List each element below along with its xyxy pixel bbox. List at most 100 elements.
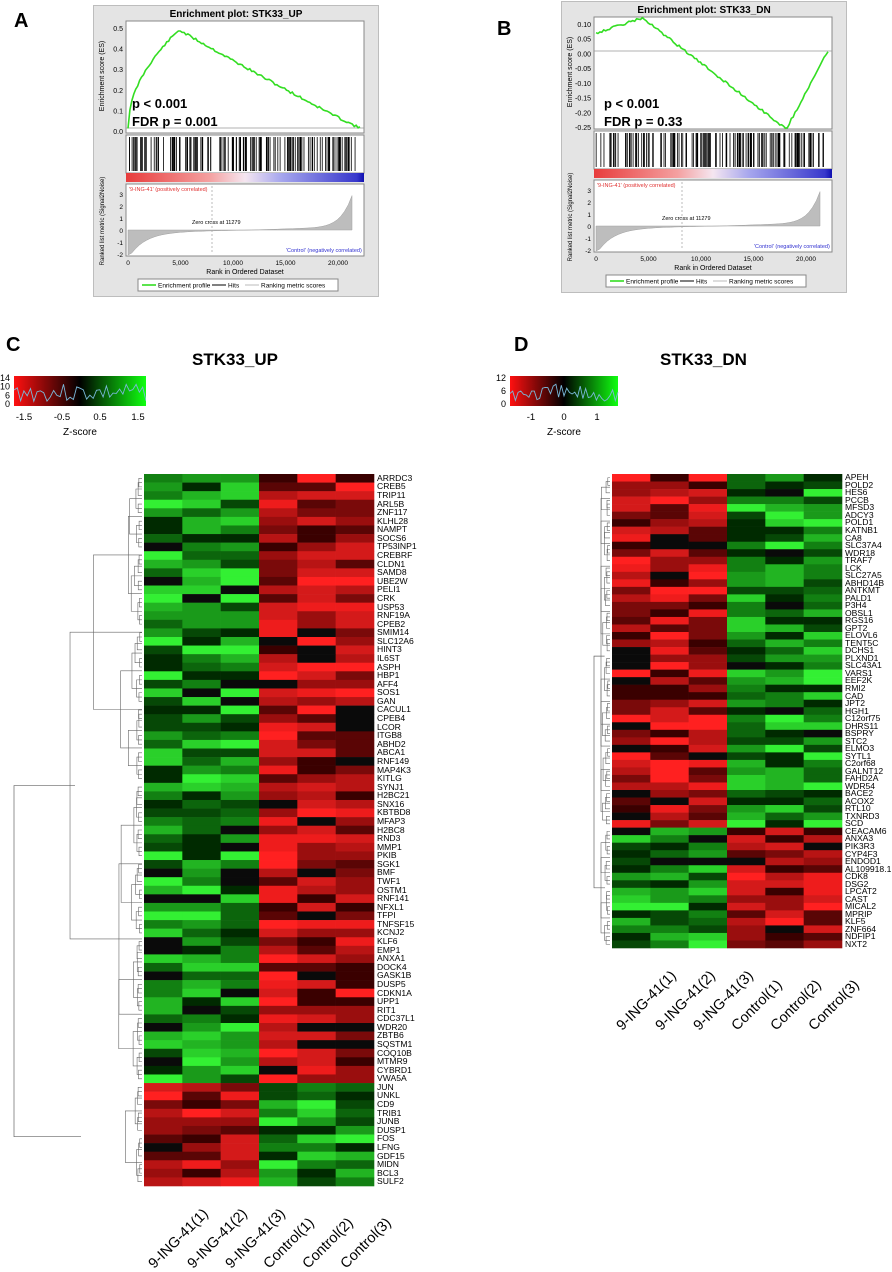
heatmap-cell xyxy=(182,594,221,603)
heatmap-cell xyxy=(727,797,766,806)
heatmap-cell xyxy=(803,677,843,685)
heatmap-cell xyxy=(727,872,766,881)
heatmap-cell xyxy=(765,481,804,490)
heatmap-cell xyxy=(220,1048,260,1058)
heatmap-cell xyxy=(220,791,260,801)
heatmap-cell xyxy=(727,925,766,934)
heatmap-cell xyxy=(297,671,336,681)
heatmap-cell xyxy=(727,489,766,497)
heatmap-cell xyxy=(803,729,843,738)
heatmap-cell xyxy=(727,564,766,573)
heatmap-cell xyxy=(612,579,651,588)
gene-label: DUSP1 xyxy=(377,1124,406,1135)
heatmap-cell xyxy=(765,910,804,919)
gene-label: RND3 xyxy=(377,833,401,844)
gene-label: PLXND1 xyxy=(845,652,879,663)
gene-label: SOS1 xyxy=(377,687,400,698)
heatmap-cell xyxy=(688,910,728,919)
es-axis-label: Enrichment score (ES) xyxy=(567,37,574,107)
gsea-title-a: Enrichment plot: STK33_UP xyxy=(169,9,303,20)
heatmap-cell xyxy=(259,482,298,492)
heatmap-cell xyxy=(765,669,804,678)
heatmap-cell xyxy=(688,684,728,693)
gene-label: UBE2W xyxy=(377,575,408,586)
heatmap-cell xyxy=(688,707,728,716)
heatmap-cell xyxy=(765,820,804,828)
dendrogram-branch xyxy=(137,1022,142,1041)
gene-label: UNKL xyxy=(377,1090,400,1101)
heatmap-cell xyxy=(650,541,689,550)
heatmap-cell xyxy=(297,525,336,535)
gene-label: KLHL28 xyxy=(377,515,409,526)
dendrogram-branch xyxy=(606,891,610,900)
rank-tick-label: 1 xyxy=(587,212,591,219)
heatmap-cell xyxy=(727,594,766,603)
zscore-color-bar xyxy=(510,376,618,406)
gene-label: CDK8 xyxy=(845,871,868,881)
legend-entry: Hits xyxy=(696,279,708,286)
dendrogram-branch xyxy=(133,961,142,998)
dendrogram-branch xyxy=(139,632,142,642)
heatmap-cell xyxy=(612,647,651,655)
dendrogram-branch xyxy=(600,842,610,874)
dendrogram-branch xyxy=(136,868,142,882)
heatmap-cell xyxy=(727,677,766,685)
heatmap-cell xyxy=(335,765,375,775)
heatmap-cell xyxy=(220,645,260,655)
es-tick-label: -0.20 xyxy=(575,110,591,117)
heatmap-cell xyxy=(182,894,221,904)
count-tick-label: 0 xyxy=(501,399,506,409)
heatmap-cell xyxy=(144,757,183,766)
gene-label: PCCB xyxy=(845,494,869,505)
dendrogram-branch xyxy=(120,670,142,749)
gene-label: SYNJ1 xyxy=(377,781,404,792)
heatmap-cell xyxy=(765,917,804,926)
heatmap-cell xyxy=(259,877,298,887)
heatmap-cell xyxy=(335,748,375,758)
heatmap-cell xyxy=(259,559,298,569)
heatmap-cell xyxy=(259,1125,298,1135)
heatmap-cell xyxy=(220,516,260,526)
heatmap-cell xyxy=(297,559,336,569)
gene-label: SULF2 xyxy=(377,1176,404,1187)
heatmap-cell xyxy=(650,932,689,941)
heatmap-cell xyxy=(259,1023,298,1032)
rank-tick-label: -1 xyxy=(117,240,123,247)
heatmap-cell xyxy=(727,624,766,633)
heatmap-cell xyxy=(612,654,651,663)
heatmap-cell xyxy=(727,556,766,565)
gene-label: TRAF7 xyxy=(845,555,873,565)
heatmap-cell xyxy=(612,887,651,896)
heatmap-cell xyxy=(765,805,804,813)
heatmap-cell xyxy=(144,645,183,655)
heatmap-cell xyxy=(765,932,804,941)
heatmap-cell xyxy=(182,980,221,989)
heatmap-cell xyxy=(297,568,336,578)
gene-label: APEH xyxy=(845,472,869,483)
x-axis-label: Rank in Ordered Dataset xyxy=(206,269,283,276)
heatmap-cell xyxy=(765,902,804,911)
heatmap-cell xyxy=(688,797,728,806)
heatmap-cell xyxy=(144,1083,183,1092)
dendrogram-branch xyxy=(605,661,610,674)
rank-tick-label: -2 xyxy=(117,252,123,259)
dendrogram-branch xyxy=(138,520,142,531)
heatmap-cell xyxy=(765,940,804,949)
heatmap-cell xyxy=(803,767,843,776)
heatmap-cell xyxy=(650,496,689,505)
heatmap-cell xyxy=(612,496,651,505)
heatmap-cell xyxy=(297,851,336,861)
heatmap-cell xyxy=(220,697,260,706)
heatmap-cell xyxy=(650,872,689,881)
heatmap-cell xyxy=(688,805,728,813)
heatmap-cell xyxy=(144,851,183,861)
heatmap-cell xyxy=(612,744,651,753)
heatmap-cell xyxy=(182,551,221,561)
gsea-plot-a: Enrichment plot: STK33_UP 0.5 0.4 0.3 0.2 0.… xyxy=(93,5,379,297)
heatmap-cell xyxy=(688,601,728,610)
dendrogram-branch xyxy=(136,988,142,1007)
heatmap-cell xyxy=(297,920,336,929)
heatmap-cell xyxy=(297,697,336,706)
heatmap-cell xyxy=(259,594,298,603)
heatmap-cell xyxy=(144,1023,183,1032)
